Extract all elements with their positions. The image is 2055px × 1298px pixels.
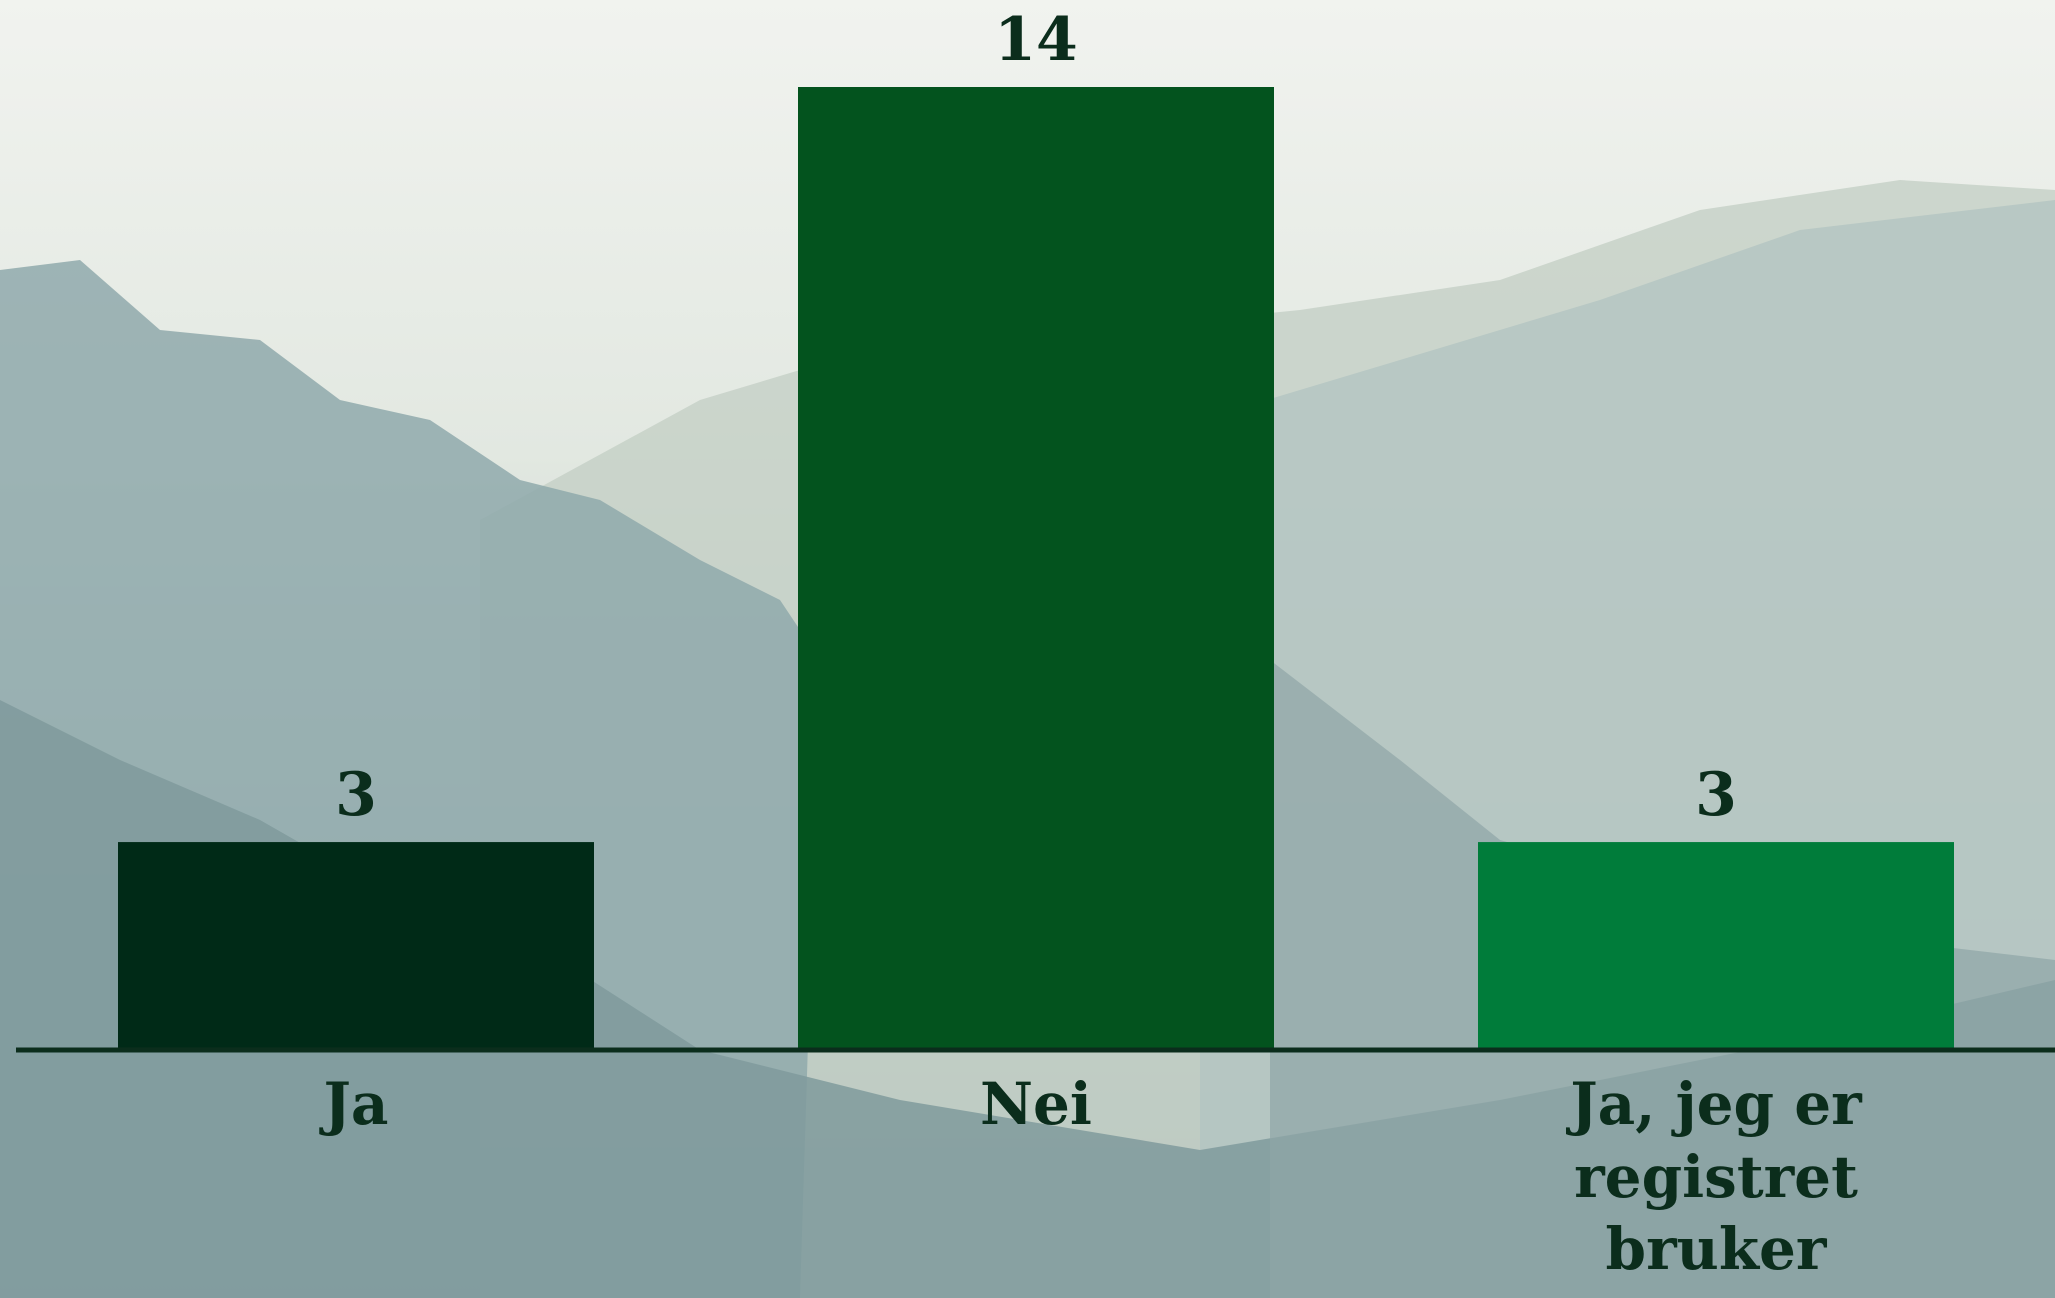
x-tick-label: Nei [816, 1068, 1256, 1141]
bar [798, 87, 1274, 1048]
value-label: 3 [206, 758, 506, 833]
bar [1478, 842, 1954, 1048]
bar [118, 842, 594, 1048]
value-label: 14 [886, 3, 1186, 78]
chart: 3 Ja 14 Nei 3 Ja, jeg er registret bruker [0, 0, 2055, 1298]
page: Chart html, body { margin: 0; padding: 0… [0, 0, 2055, 1298]
body: {"chart_data": {"type": "bar", "categori… [0, 0, 2055, 1298]
x-tick-label: Ja, jeg er registret bruker [1496, 1068, 1936, 1286]
value-label: 3 [1566, 758, 1866, 833]
x-tick-label: Ja [136, 1068, 576, 1141]
